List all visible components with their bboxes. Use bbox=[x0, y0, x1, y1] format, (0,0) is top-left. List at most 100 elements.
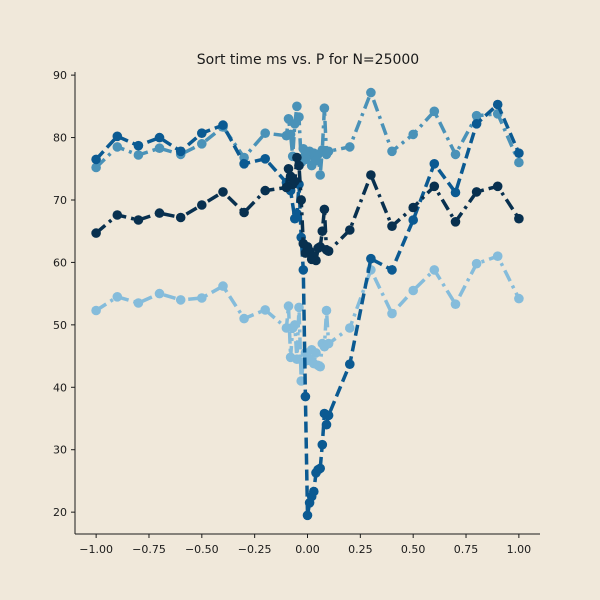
data-point bbox=[112, 142, 123, 152]
data-point bbox=[296, 195, 307, 205]
x-tick-label: 0.50 bbox=[401, 543, 426, 556]
data-point bbox=[387, 265, 397, 275]
y-tick-label: 60 bbox=[53, 256, 67, 269]
y-tick-label: 80 bbox=[53, 132, 67, 145]
data-point bbox=[387, 146, 397, 157]
data-point bbox=[321, 419, 332, 430]
data-point bbox=[197, 139, 207, 149]
data-point bbox=[260, 154, 271, 164]
data-point bbox=[315, 361, 326, 372]
y-tick-label: 70 bbox=[53, 194, 67, 207]
data-point bbox=[239, 159, 249, 169]
data-point bbox=[345, 323, 355, 333]
data-point bbox=[294, 160, 304, 171]
y-tick-label: 90 bbox=[53, 69, 67, 82]
data-point bbox=[133, 215, 144, 225]
data-point bbox=[450, 149, 461, 160]
chart-title: Sort time ms vs. P for N=25000 bbox=[197, 52, 419, 68]
data-point bbox=[197, 128, 207, 138]
data-point bbox=[154, 208, 165, 218]
data-point bbox=[175, 146, 186, 157]
data-point bbox=[514, 213, 524, 224]
data-point bbox=[91, 228, 101, 238]
data-point bbox=[429, 181, 440, 192]
data-point bbox=[218, 281, 228, 291]
data-point bbox=[218, 187, 228, 197]
data-point bbox=[294, 112, 304, 122]
y-tick-label: 50 bbox=[53, 319, 67, 332]
data-point bbox=[323, 410, 334, 421]
data-point bbox=[408, 215, 419, 225]
data-point bbox=[429, 106, 440, 117]
data-point bbox=[112, 292, 123, 302]
x-tick-label: 0.00 bbox=[295, 543, 320, 556]
data-point bbox=[154, 143, 165, 153]
data-point bbox=[112, 210, 123, 220]
data-point bbox=[218, 120, 228, 130]
series-2 bbox=[91, 87, 524, 180]
data-point bbox=[514, 148, 524, 158]
data-point bbox=[471, 110, 482, 121]
x-tick-label: 0.25 bbox=[348, 543, 373, 556]
data-point bbox=[366, 87, 376, 98]
y-tick-label: 30 bbox=[53, 444, 67, 457]
data-point bbox=[294, 302, 304, 313]
data-point bbox=[321, 305, 332, 316]
data-point bbox=[471, 119, 482, 129]
data-point bbox=[283, 164, 294, 174]
data-point bbox=[492, 181, 503, 192]
data-point bbox=[298, 265, 309, 275]
data-point bbox=[450, 299, 461, 310]
data-point bbox=[315, 463, 326, 474]
data-point bbox=[323, 246, 334, 256]
data-point bbox=[408, 202, 419, 213]
x-tick-label: −1.00 bbox=[79, 543, 113, 556]
data-point bbox=[239, 207, 249, 218]
data-point bbox=[91, 154, 101, 165]
data-point bbox=[239, 313, 249, 324]
data-point bbox=[283, 301, 294, 311]
data-point bbox=[323, 146, 334, 157]
x-tick-label: −0.25 bbox=[238, 543, 272, 556]
data-point bbox=[429, 265, 440, 275]
data-point bbox=[345, 142, 355, 152]
data-point bbox=[309, 486, 319, 497]
data-point bbox=[300, 391, 311, 402]
data-point bbox=[311, 255, 321, 266]
data-point bbox=[345, 225, 355, 235]
data-point bbox=[514, 157, 524, 168]
data-point bbox=[319, 204, 330, 215]
data-point bbox=[345, 359, 355, 370]
data-point bbox=[492, 99, 503, 110]
data-point bbox=[471, 258, 482, 269]
data-point bbox=[319, 103, 330, 113]
data-point bbox=[175, 212, 186, 223]
data-point bbox=[450, 217, 461, 227]
series-1 bbox=[91, 251, 524, 386]
x-tick-label: −0.50 bbox=[185, 543, 219, 556]
data-point bbox=[311, 348, 321, 358]
data-point bbox=[91, 162, 101, 173]
data-point bbox=[429, 159, 440, 169]
series-4 bbox=[91, 152, 524, 266]
data-point bbox=[133, 140, 144, 151]
data-point bbox=[154, 288, 165, 299]
data-point bbox=[450, 187, 461, 198]
data-point bbox=[260, 305, 271, 315]
data-point bbox=[154, 132, 165, 143]
data-point bbox=[133, 298, 144, 308]
axes: −1.00 −0.75 −0.50 −0.25 0.00 0.25 0.50 0.75 1.00… bbox=[53, 69, 540, 556]
data-point bbox=[408, 285, 419, 296]
data-point bbox=[387, 308, 397, 319]
x-tick-label: 0.75 bbox=[454, 543, 479, 556]
data-point bbox=[175, 295, 186, 305]
data-point bbox=[366, 170, 376, 180]
data-point bbox=[290, 176, 300, 187]
data-point bbox=[408, 129, 419, 140]
data-point bbox=[317, 439, 328, 450]
data-point bbox=[366, 253, 376, 264]
data-point bbox=[285, 129, 296, 140]
data-point bbox=[315, 170, 326, 180]
data-point bbox=[292, 101, 302, 112]
data-point bbox=[260, 128, 271, 138]
